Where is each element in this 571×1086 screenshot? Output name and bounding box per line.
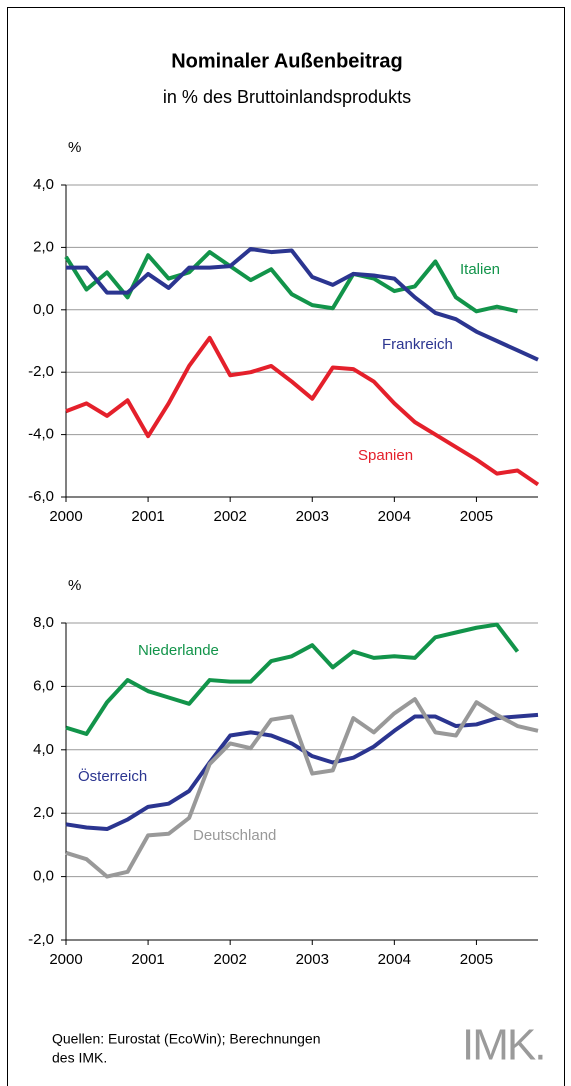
x-tick-label: 2000 [49,508,82,525]
x-tick-label: 2000 [49,951,82,968]
series-label: Österreich [78,767,147,785]
y-tick-label: -6,0 [28,488,54,505]
y-tick-label: 2,0 [33,804,54,821]
series-line [65,622,520,736]
x-tick-label: 2005 [460,951,493,968]
x-tick-label: 2005 [460,508,493,525]
y-tick-label: 6,0 [33,677,54,694]
series-label: Spanien [358,447,413,464]
logo: IMK. [462,1021,544,1070]
x-tick-label: 2004 [378,951,411,968]
y-tick-label: 4,0 [33,741,54,758]
y-tick-label: 0,0 [33,301,54,318]
x-tick-label: 2002 [213,508,246,525]
y-tick-label: -2,0 [28,931,54,948]
subtitle: in % des Bruttoinlandsprodukts [163,87,411,107]
y-tick-label: -4,0 [28,426,54,443]
y-tick-label: 0,0 [33,868,54,885]
series-label: Italien [460,261,500,278]
y-axis-label: % [68,577,81,594]
y-tick-label: 4,0 [33,176,54,193]
source-line: Quellen: Eurostat (EcoWin); Berechnungen [52,1031,320,1047]
y-tick-label: -2,0 [28,363,54,380]
frame [7,7,565,1086]
y-tick-label: 8,0 [33,614,54,631]
source-line: des IMK. [52,1050,107,1066]
series-line [65,335,540,487]
series-label: Frankreich [382,336,453,353]
y-tick-label: 2,0 [33,238,54,255]
x-tick-label: 2003 [296,508,329,525]
x-tick-label: 2004 [378,508,411,525]
x-tick-label: 2001 [131,508,164,525]
series-line [65,697,539,879]
x-tick-label: 2001 [131,951,164,968]
title: Nominaler Außenbeitrag [171,50,403,72]
series-line [66,246,539,362]
series-label: Deutschland [193,827,276,844]
y-axis-label: % [68,139,81,156]
series-line [64,250,518,314]
series-label: Niederlande [138,642,219,659]
x-tick-label: 2002 [213,951,246,968]
x-tick-label: 2003 [296,951,329,968]
